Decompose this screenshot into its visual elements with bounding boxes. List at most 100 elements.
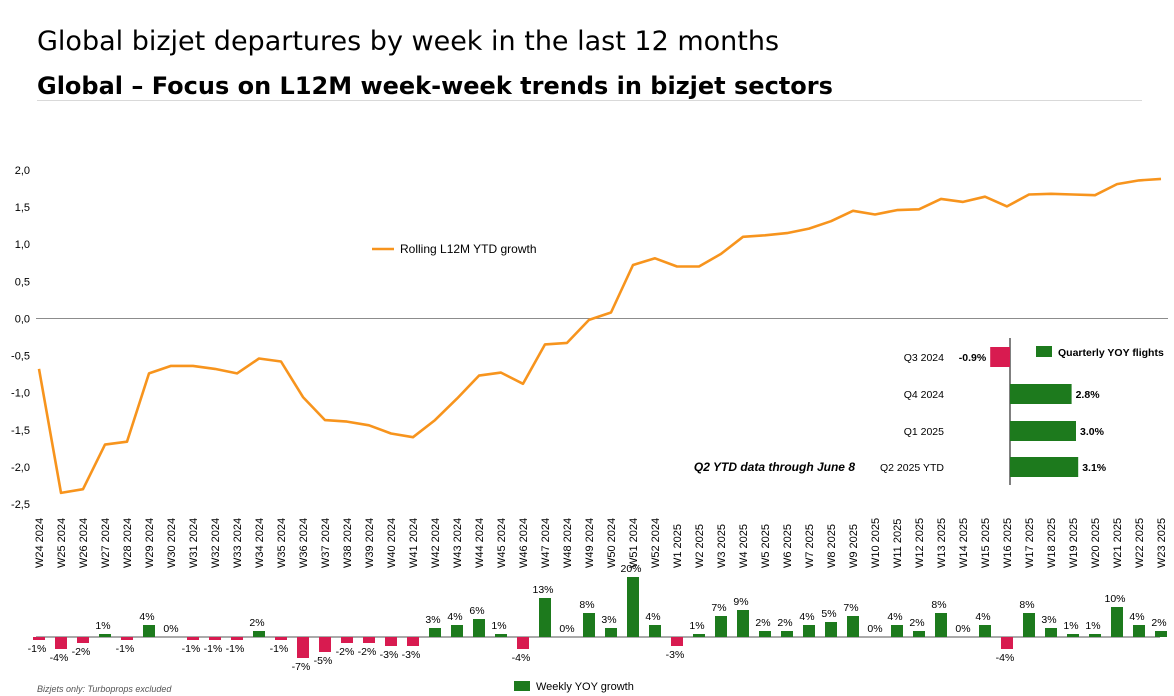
weekly-bar xyxy=(1111,607,1123,637)
weekly-value-label: 2% xyxy=(755,617,770,629)
y-axis: 2,0 1,5 1,0 0,5 0,0 -0,5 -1,0 -1,5 -2,0 -2,5 xyxy=(11,165,30,511)
weekly-value-label: 4% xyxy=(887,611,902,623)
y-tick-label: -1,0 xyxy=(11,388,30,400)
x-tick-label: W24 2024 xyxy=(34,518,46,568)
weekly-bar xyxy=(1023,613,1035,637)
quarterly-value-label: 2.8% xyxy=(1076,389,1101,401)
weekly-bar xyxy=(33,637,45,640)
weekly-value-label: -4% xyxy=(512,652,531,664)
weekly-bar xyxy=(407,637,419,646)
weekly-value-label: 8% xyxy=(1019,599,1034,611)
x-tick-label: W23 2025 xyxy=(1156,518,1168,568)
x-tick-label: W33 2024 xyxy=(232,518,244,568)
x-tick-label: W28 2024 xyxy=(122,518,134,568)
weekly-value-label: 4% xyxy=(799,611,814,623)
footnote: Bizjets only: Turboprops excluded xyxy=(37,684,172,694)
weekly-bar xyxy=(1045,628,1057,637)
weekly-value-label: 2% xyxy=(1151,617,1166,629)
quarterly-category-label: Q2 2025 YTD xyxy=(880,462,944,474)
weekly-value-label: 1% xyxy=(95,620,110,632)
x-tick-label: W18 2025 xyxy=(1046,518,1058,568)
quarterly-legend-label: Quarterly YOY flights xyxy=(1058,347,1164,359)
quarterly-legend-swatch xyxy=(1036,346,1052,357)
x-tick-label: W15 2025 xyxy=(980,518,992,568)
weekly-value-label: -1% xyxy=(116,643,135,655)
x-tick-label: W9 2025 xyxy=(848,524,860,568)
weekly-value-label: 10% xyxy=(1104,593,1125,605)
quarterly-bar xyxy=(1010,457,1079,477)
quarterly-bar xyxy=(990,347,1010,367)
weekly-value-label: 0% xyxy=(163,623,178,635)
x-tick-label: W13 2025 xyxy=(936,518,948,568)
line-legend-label: Rolling L12M YTD growth xyxy=(400,242,537,256)
weekly-bar xyxy=(253,631,265,637)
x-tick-label: W48 2024 xyxy=(562,518,574,568)
x-tick-label: W31 2024 xyxy=(188,518,200,568)
x-tick-label: W16 2025 xyxy=(1002,518,1014,568)
weekly-value-label: 3% xyxy=(425,614,440,626)
weekly-value-label: 7% xyxy=(711,602,726,614)
weekly-value-label: 1% xyxy=(1085,620,1100,632)
x-tick-label: W49 2024 xyxy=(584,518,596,568)
weekly-bar xyxy=(913,631,925,637)
y-tick-label: -0,5 xyxy=(11,351,30,363)
weekly-value-label: -1% xyxy=(204,643,223,655)
weekly-bar xyxy=(297,637,309,658)
x-tick-label: W5 2025 xyxy=(760,524,772,568)
x-tick-label: W3 2025 xyxy=(716,524,728,568)
weekly-bar xyxy=(693,634,705,637)
x-tick-label: W8 2025 xyxy=(826,524,838,568)
weekly-bar xyxy=(495,634,507,637)
weekly-bar xyxy=(385,637,397,646)
quarterly-category-label: Q4 2024 xyxy=(904,389,944,401)
x-tick-label: W32 2024 xyxy=(210,518,222,568)
weekly-value-label: -3% xyxy=(402,649,421,661)
x-tick-label: W40 2024 xyxy=(386,518,398,568)
x-tick-label: W6 2025 xyxy=(782,524,794,568)
weekly-value-label: 5% xyxy=(821,608,836,620)
x-tick-label: W10 2025 xyxy=(870,518,882,568)
weekly-value-label: -2% xyxy=(336,646,355,658)
weekly-bar xyxy=(517,637,529,649)
weekly-legend-swatch xyxy=(514,681,530,691)
weekly-value-label: 3% xyxy=(1041,614,1056,626)
weekly-value-label: 4% xyxy=(1129,611,1144,623)
weekly-value-label: 2% xyxy=(249,617,264,629)
x-tick-label: W12 2025 xyxy=(914,518,926,568)
weekly-value-label: 0% xyxy=(955,623,970,635)
x-tick-label: W37 2024 xyxy=(320,518,332,568)
weekly-legend-label: Weekly YOY growth xyxy=(536,681,634,693)
x-tick-label: W35 2024 xyxy=(276,518,288,568)
x-tick-label: W46 2024 xyxy=(518,518,530,568)
weekly-value-label: -1% xyxy=(270,643,289,655)
y-tick-label: 1,5 xyxy=(15,202,30,214)
x-tick-label: W25 2024 xyxy=(56,518,68,568)
weekly-bar xyxy=(671,637,683,646)
y-tick-label: 0,0 xyxy=(15,313,30,325)
x-tick-label: W1 2025 xyxy=(672,524,684,568)
weekly-value-label: -3% xyxy=(666,649,685,661)
weekly-value-label: -4% xyxy=(50,652,69,664)
weekly-bar xyxy=(649,625,661,637)
weekly-value-label: 3% xyxy=(601,614,616,626)
weekly-value-label: 1% xyxy=(1063,620,1078,632)
weekly-value-label: 4% xyxy=(139,611,154,623)
weekly-value-label: -2% xyxy=(358,646,377,658)
weekly-bar xyxy=(715,616,727,637)
y-tick-label: -2,0 xyxy=(11,462,30,474)
y-tick-label: 2,0 xyxy=(15,165,30,177)
weekly-bar xyxy=(319,637,331,652)
weekly-bar xyxy=(1155,631,1167,637)
line-legend: Rolling L12M YTD growth xyxy=(372,242,537,256)
x-tick-label: W38 2024 xyxy=(342,518,354,568)
x-tick-label: W21 2025 xyxy=(1112,518,1124,568)
weekly-value-label: 4% xyxy=(645,611,660,623)
x-tick-label: W27 2024 xyxy=(100,518,112,568)
weekly-bar xyxy=(187,637,199,640)
weekly-bar xyxy=(825,622,837,637)
weekly-bar xyxy=(143,625,155,637)
x-tick-label: W50 2024 xyxy=(606,518,618,568)
weekly-value-label: 4% xyxy=(975,611,990,623)
weekly-bar xyxy=(781,631,793,637)
